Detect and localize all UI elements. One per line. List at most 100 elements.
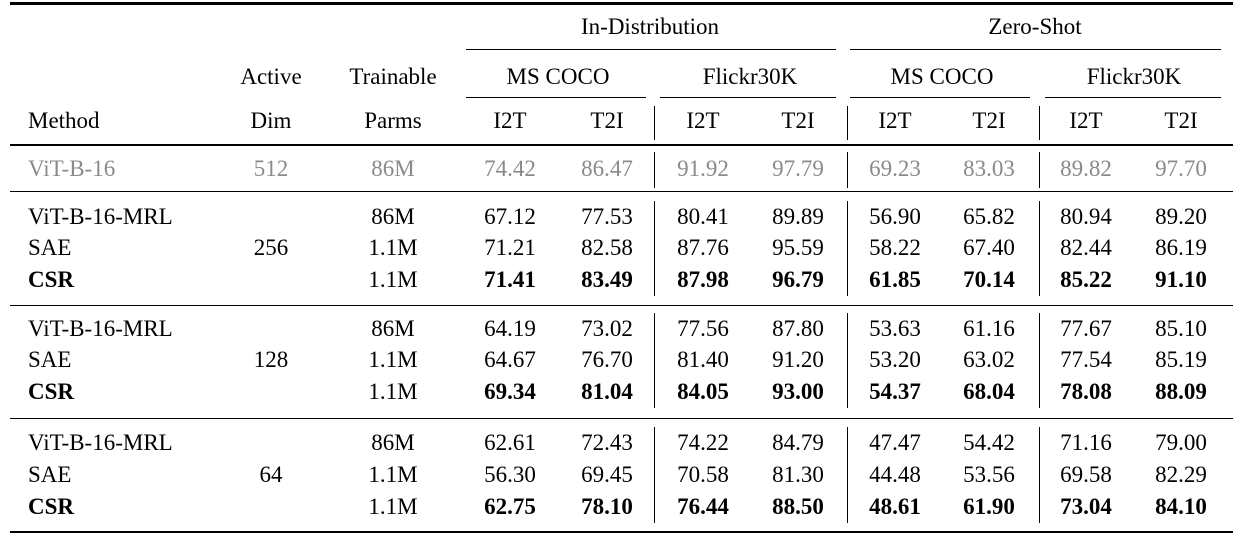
active-dim: 128 (253, 347, 289, 372)
metric-value: 80.94 (1060, 204, 1112, 229)
header-ms-coco: MS COCO (890, 64, 994, 89)
group-rule (10, 191, 1233, 192)
method-name: ViT-B-16-MRL (28, 204, 173, 229)
trainable-parms: 1.1M (368, 235, 418, 260)
header-metric: I2T (686, 108, 720, 133)
header-flickr30k: Flickr30K (1086, 64, 1182, 89)
metric-value: 77.56 (677, 316, 729, 341)
header-parms: Parms (364, 108, 422, 133)
metric-value: 69.58 (1060, 462, 1112, 487)
metric-value: 82.44 (1060, 235, 1112, 260)
metric-value: 77.54 (1060, 347, 1112, 372)
metric-value: 76.70 (581, 347, 633, 372)
metric-value: 81.40 (677, 347, 729, 372)
metric-value: 87.80 (772, 316, 824, 341)
header-method: Method (28, 108, 100, 133)
baseline-dim: 512 (253, 156, 289, 181)
top-rule (10, 2, 1233, 5)
metric-value: 87.98 (677, 267, 729, 292)
group-rule (10, 305, 1233, 306)
column-separator (654, 106, 655, 140)
column-separator (654, 313, 655, 408)
trainable-parms: 1.1M (368, 462, 418, 487)
metric-value: 69.45 (581, 462, 633, 487)
metric-value: 82.29 (1155, 462, 1207, 487)
metric-value: 54.37 (869, 379, 921, 404)
metric-value: 73.02 (581, 316, 633, 341)
method-name: ViT-B-16-MRL (28, 430, 173, 455)
metric-value: 56.30 (484, 462, 536, 487)
metric-value: 64.67 (484, 347, 536, 372)
header-dim: Dim (250, 108, 292, 133)
method-name: CSR (28, 379, 75, 404)
metric-value: 83.49 (581, 267, 633, 292)
column-separator (654, 152, 655, 188)
metric-value: 71.16 (1060, 430, 1112, 455)
cmidrule-ms-coco-zs (850, 97, 1030, 98)
header-metric: I2T (1069, 108, 1103, 133)
baseline-value: 69.23 (869, 156, 921, 181)
metric-value: 54.42 (963, 430, 1015, 455)
baseline-value: 89.82 (1060, 156, 1112, 181)
metric-value: 93.00 (772, 379, 824, 404)
metric-value: 78.10 (581, 494, 633, 519)
trainable-parms: 1.1M (368, 379, 418, 404)
column-separator (654, 201, 655, 296)
metric-value: 62.75 (484, 494, 536, 519)
metric-value: 65.82 (963, 204, 1015, 229)
metric-value: 61.85 (869, 267, 921, 292)
metric-value: 74.22 (677, 430, 729, 455)
header-metric: T2I (1164, 108, 1198, 133)
method-name: SAE (28, 347, 72, 372)
bottom-rule (10, 531, 1233, 533)
header-metric: I2T (878, 108, 912, 133)
column-separator (1039, 106, 1040, 140)
metric-value: 53.56 (963, 462, 1015, 487)
metric-value: 87.76 (677, 235, 729, 260)
metric-value: 80.41 (677, 204, 729, 229)
metric-value: 64.19 (484, 316, 536, 341)
column-separator (1039, 201, 1040, 296)
metric-value: 88.09 (1155, 379, 1207, 404)
metric-value: 53.20 (869, 347, 921, 372)
baseline-value: 83.03 (963, 156, 1015, 181)
method-name: SAE (28, 235, 72, 260)
metric-value: 72.43 (581, 430, 633, 455)
metric-value: 71.41 (484, 267, 536, 292)
metric-value: 70.14 (963, 267, 1015, 292)
metric-value: 88.50 (772, 494, 824, 519)
metric-value: 96.79 (772, 267, 824, 292)
method-name: CSR (28, 494, 75, 519)
cmidrule-flickr-id (660, 97, 836, 98)
metric-value: 77.53 (581, 204, 633, 229)
column-separator (847, 106, 848, 140)
metric-value: 76.44 (677, 494, 729, 519)
metric-value: 86.19 (1155, 235, 1207, 260)
metric-value: 58.22 (869, 235, 921, 260)
metric-value: 47.47 (869, 430, 921, 455)
metric-value: 91.10 (1155, 267, 1207, 292)
active-dim: 256 (253, 235, 289, 260)
header-metric: T2I (590, 108, 624, 133)
column-separator (1039, 152, 1040, 188)
cmidrule-zero-shot (850, 49, 1221, 50)
column-separator (654, 427, 655, 523)
metric-value: 63.02 (963, 347, 1015, 372)
metric-value: 62.61 (484, 430, 536, 455)
header-trainable: Trainable (349, 64, 437, 89)
metric-value: 79.00 (1155, 430, 1207, 455)
metric-value: 68.04 (963, 379, 1015, 404)
trainable-parms: 86M (371, 204, 415, 229)
metric-value: 53.63 (869, 316, 921, 341)
baseline-value: 91.92 (677, 156, 729, 181)
header-metric: T2I (781, 108, 815, 133)
column-separator (847, 313, 848, 408)
column-separator (847, 152, 848, 188)
metric-value: 95.59 (772, 235, 824, 260)
method-name: ViT-B-16-MRL (28, 316, 173, 341)
metric-value: 61.90 (963, 494, 1015, 519)
metric-value: 77.67 (1060, 316, 1112, 341)
metric-value: 85.19 (1155, 347, 1207, 372)
column-separator (1039, 427, 1040, 523)
group-rule (10, 418, 1233, 419)
